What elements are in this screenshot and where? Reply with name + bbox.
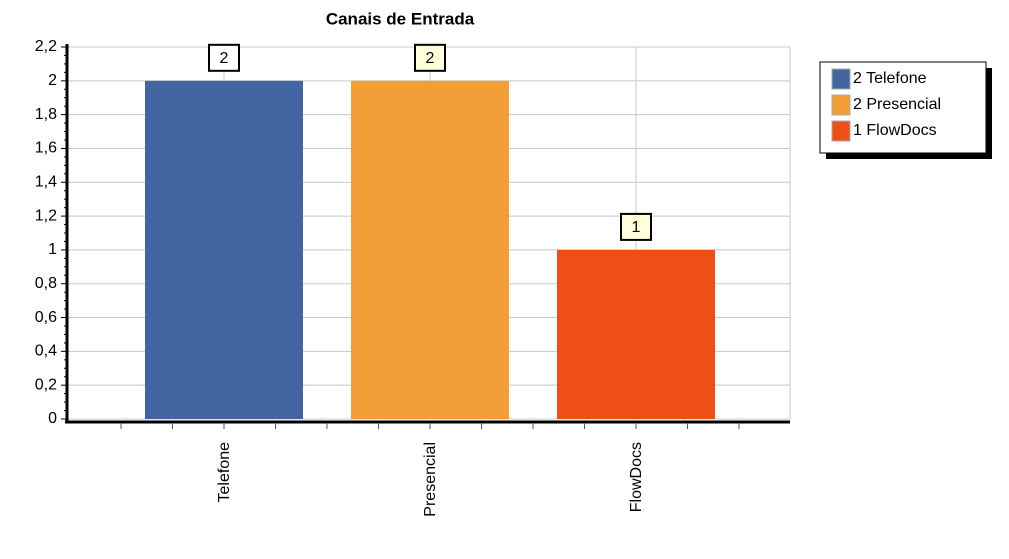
- data-label: 1: [632, 219, 641, 236]
- legend-entry: 1 FlowDocs: [853, 122, 937, 139]
- bar: [145, 80, 303, 420]
- y-tick-label: 1,2: [35, 207, 57, 224]
- legend-swatch: [831, 120, 851, 142]
- y-tick-label: 0,6: [35, 309, 57, 326]
- y-tick-label: 2,2: [35, 38, 57, 55]
- y-tick-label: 1,8: [35, 106, 57, 123]
- legend-swatch: [831, 68, 851, 90]
- bar: [351, 80, 509, 420]
- legend-value: 2: [853, 96, 862, 113]
- y-tick-label: 1,4: [35, 173, 57, 190]
- data-label-box: [414, 43, 446, 72]
- chart-title: Canais de Entrada: [326, 9, 475, 28]
- x-tick-label: Telefone: [216, 442, 233, 503]
- legend-value: 1: [853, 122, 862, 139]
- y-tick-label: 1,6: [35, 140, 57, 157]
- legend-name: Telefone: [866, 70, 927, 87]
- legend-entry: 2 Telefone: [853, 70, 927, 87]
- legend-name: FlowDocs: [866, 122, 936, 139]
- data-label-box: [620, 212, 652, 241]
- bar: [557, 249, 715, 419]
- legend-value: 2: [853, 70, 862, 87]
- x-tick-label: FlowDocs: [628, 442, 645, 512]
- legend-swatch: [831, 94, 851, 116]
- data-label: 2: [426, 50, 435, 67]
- legend-entry: 2 Presencial: [853, 96, 941, 113]
- y-tick-label: 0,8: [35, 275, 57, 292]
- legend-name: Presencial: [866, 96, 941, 113]
- y-tick-label: 0,4: [35, 343, 57, 360]
- x-tick-label: Presencial: [422, 442, 439, 517]
- y-tick-label: 0: [48, 410, 57, 427]
- data-label-box: [208, 43, 240, 72]
- data-label: 2: [220, 50, 229, 67]
- y-tick-label: 2: [48, 72, 57, 89]
- y-tick-label: 1: [48, 241, 57, 258]
- y-tick-label: 0,2: [35, 376, 57, 393]
